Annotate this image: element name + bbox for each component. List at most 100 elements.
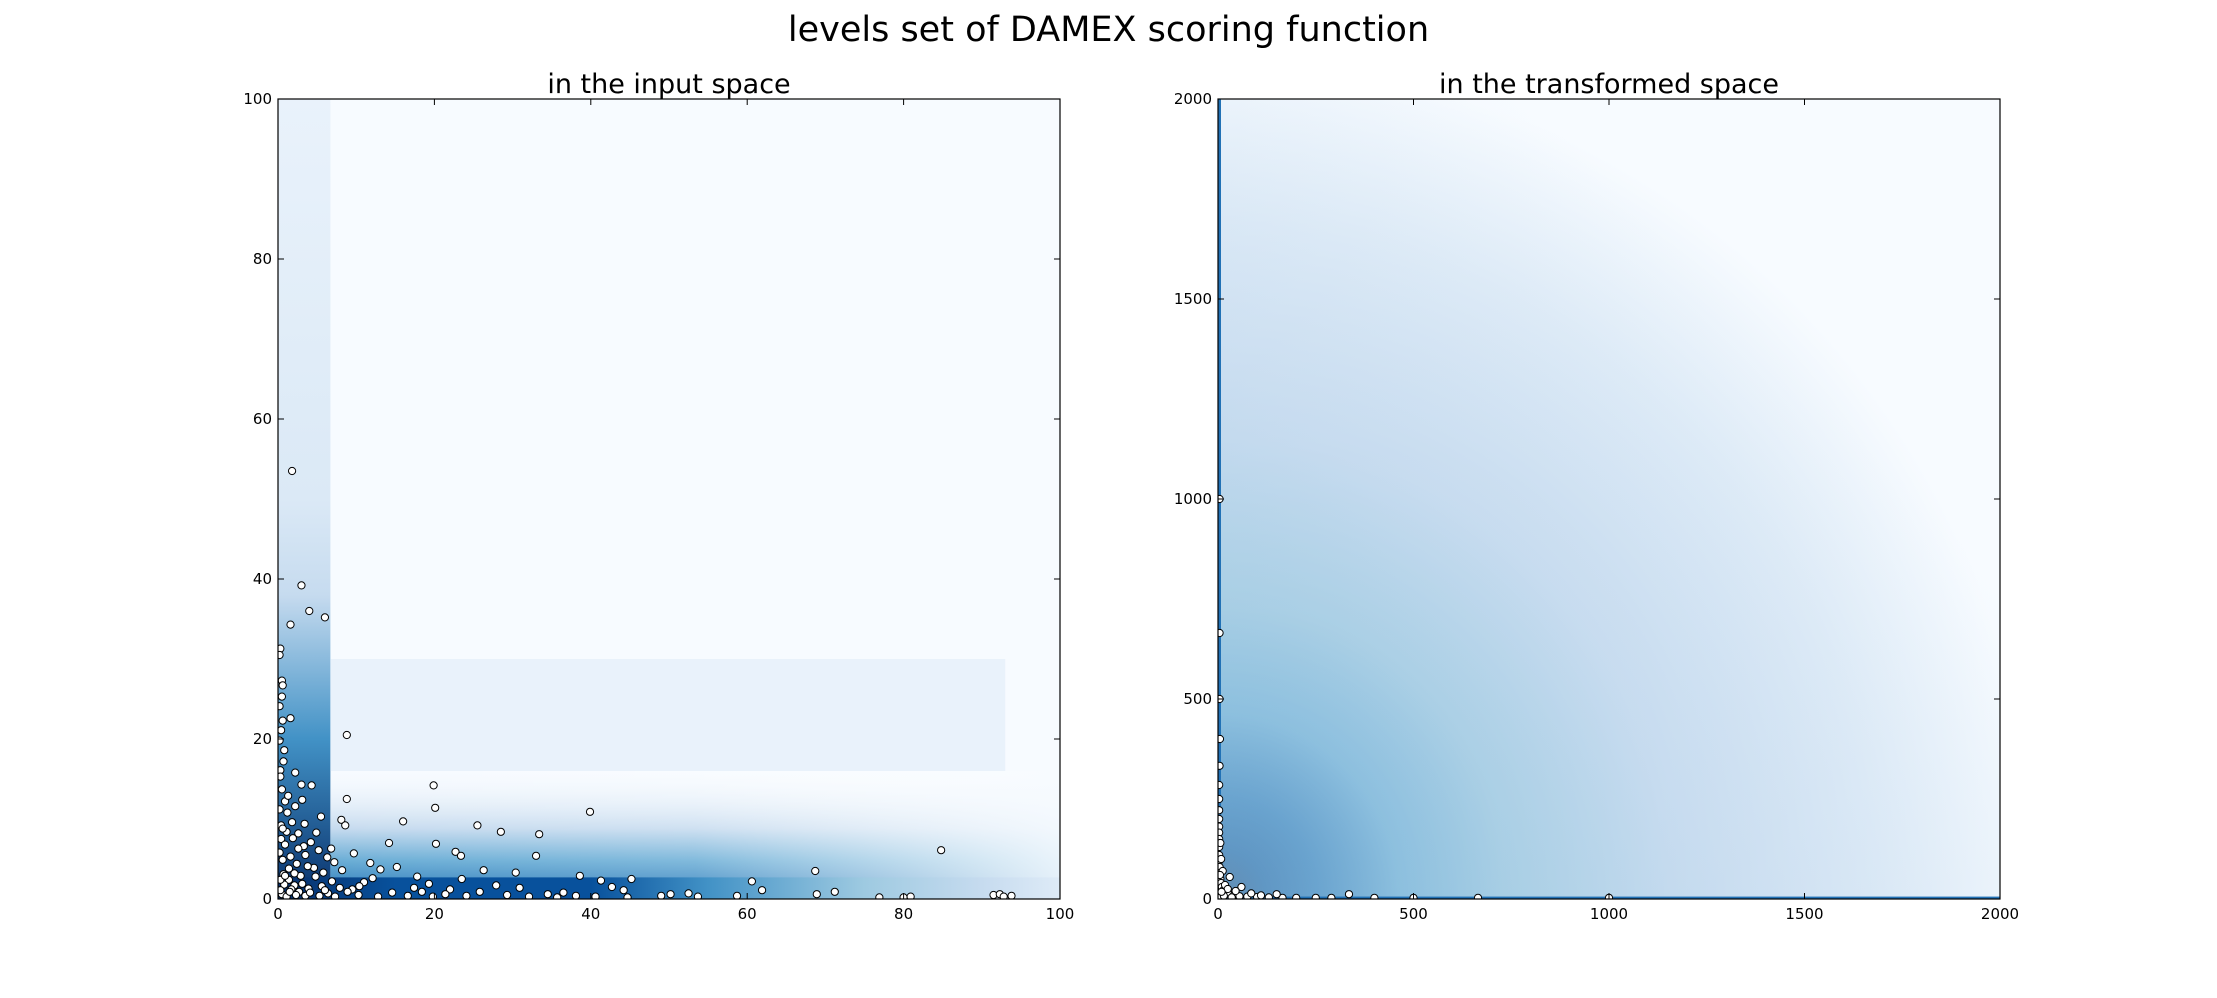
data-point (312, 828, 321, 837)
data-point (315, 891, 324, 899)
data-point (291, 768, 300, 777)
heatmap-vertical-band (278, 99, 331, 899)
data-point (278, 702, 284, 711)
data-point (1247, 889, 1256, 898)
data-point (399, 817, 408, 826)
data-point (349, 849, 358, 858)
data-point (280, 746, 289, 755)
data-point (280, 871, 290, 880)
data-point (812, 890, 821, 899)
data-point (1218, 838, 1225, 848)
data-point (291, 890, 301, 899)
data-point (291, 802, 300, 811)
subplot-title: in the transformed space (1439, 69, 1779, 100)
data-point (431, 839, 441, 848)
data-point (535, 830, 544, 839)
data-point (284, 791, 293, 800)
y-tick-label: 2000 (1174, 90, 1212, 108)
data-point (306, 838, 315, 847)
data-point (1237, 882, 1246, 892)
data-point (280, 840, 290, 849)
data-point (732, 891, 742, 899)
data-point (503, 890, 512, 899)
data-point (575, 871, 584, 880)
data-point (278, 886, 285, 895)
data-point (553, 893, 562, 899)
data-point (515, 883, 524, 892)
y-tick-label: 0 (262, 890, 272, 908)
y-tick-label: 20 (253, 730, 272, 748)
data-point (278, 681, 287, 690)
chart-transformed-space: 0 500 1000 1500 2000 0 500 1000 1500 2000 in the t… (1174, 69, 2019, 923)
x-tick-label: 0 (1213, 905, 1223, 923)
data-point (524, 892, 534, 899)
data-point (693, 892, 703, 899)
data-point (368, 874, 377, 883)
data-point (1218, 887, 1226, 896)
data-point (1264, 893, 1273, 899)
data-point (388, 888, 397, 897)
data-point (335, 883, 344, 892)
data-point (684, 889, 693, 898)
data-point (278, 824, 287, 833)
data-point (496, 827, 505, 836)
data-point (607, 882, 617, 892)
data-point (937, 846, 946, 855)
data-point (278, 772, 285, 781)
data-point (1218, 854, 1226, 864)
data-point (875, 893, 884, 899)
data-point (1218, 806, 1224, 815)
data-point (342, 794, 351, 804)
data-point (403, 891, 412, 899)
data-point (316, 812, 326, 821)
data-point (327, 877, 337, 886)
data-point (431, 803, 440, 812)
data-point (409, 883, 419, 892)
x-tick-label: 2000 (1981, 905, 2019, 923)
data-point (1473, 893, 1483, 899)
data-point (320, 613, 330, 622)
data-point (457, 874, 466, 884)
y-tick-label: 80 (253, 250, 272, 268)
data-point (1256, 891, 1266, 899)
data-point (559, 888, 568, 897)
data-points (278, 466, 1016, 899)
subplot-title: in the input space (547, 69, 790, 100)
data-point (492, 881, 501, 890)
data-point (294, 829, 303, 838)
data-point (314, 846, 323, 855)
heatmap-levels (1218, 99, 2000, 899)
data-point (327, 844, 336, 853)
x-tick-label: 0 (273, 905, 283, 923)
data-point (342, 730, 351, 740)
data-point (373, 892, 383, 899)
data-point (747, 877, 756, 886)
data-point (320, 886, 330, 895)
data-point (330, 858, 339, 867)
data-point (284, 864, 294, 873)
data-point (392, 862, 401, 872)
data-point (1218, 734, 1225, 744)
data-point (278, 726, 286, 735)
data-point (298, 795, 307, 804)
y-tick-label: 40 (253, 570, 272, 588)
data-point (1344, 890, 1354, 899)
data-point (999, 892, 1008, 899)
data-point (278, 692, 287, 701)
data-point (287, 818, 297, 827)
data-point (278, 650, 284, 660)
data-point (1218, 814, 1224, 824)
data-point (571, 891, 581, 899)
data-point (596, 876, 606, 885)
heatmap-levels (278, 99, 1060, 899)
data-point (627, 874, 636, 884)
y-tick-label: 100 (243, 90, 272, 108)
data-point (305, 888, 315, 897)
data-point (1272, 890, 1281, 899)
data-point (337, 815, 346, 824)
data-point (531, 851, 541, 860)
data-point (1218, 870, 1225, 880)
x-tick-label: 500 (1399, 905, 1428, 923)
y-tick-label: 60 (253, 410, 272, 428)
